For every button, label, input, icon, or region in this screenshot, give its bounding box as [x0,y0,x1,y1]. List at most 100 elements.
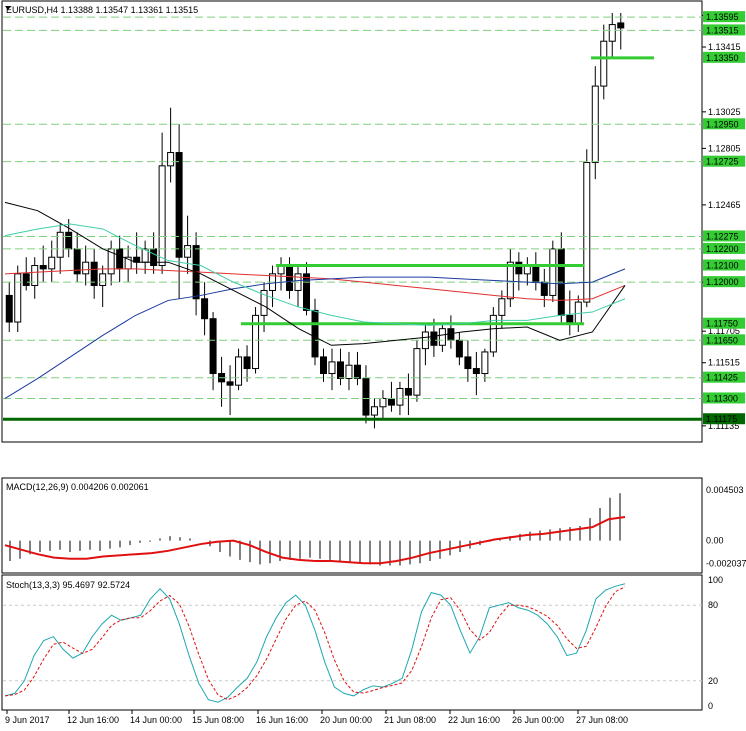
bearish-candle [226,381,234,386]
macd-panel-frame [1,477,703,574]
level-price-tag [703,413,745,425]
level-price-tag [703,118,745,130]
level-price-label: 1.12950 [706,119,739,129]
level-price-label: 1.12725 [706,157,739,167]
bullish-candle [413,348,421,396]
time-tick-label: 12 Jun 16:00 [67,715,119,725]
level-price-tag [703,317,745,329]
price-tick-label: 1.12805 [708,143,741,153]
bearish-candle [22,273,30,286]
macd-indicator-layer: 0.004503 0.00 -0.002037 [4,485,746,569]
macd-tick-label: 0.004503 [706,485,744,495]
level-price-label: 1.13350 [706,53,739,63]
bearish-candle [175,152,183,258]
bullish-candle [396,387,404,406]
stoch-panel-frame [1,574,703,711]
bullish-candle [235,356,243,386]
level-price-tag [703,276,745,288]
stoch-tick-label: 100 [708,575,723,585]
level-price-label: 1.12000 [706,277,739,287]
stoch-tick-label: 80 [708,600,718,610]
bullish-candle [56,231,64,258]
bullish-candle [583,162,591,303]
bearish-candle [65,231,73,250]
moving-average-blue [4,268,626,399]
stochastic-indicator-layer: 100 80 20 0 [3,575,723,711]
bearish-candle [39,265,47,270]
bullish-candle [379,397,387,408]
bearish-candle [472,368,480,375]
level-price-label: 1.12275 [706,231,739,241]
level-price-label: 1.12100 [706,261,739,271]
bearish-candle [336,361,344,380]
level-price-tag [703,11,745,23]
bullish-candle [328,361,336,375]
bearish-candle [540,281,548,296]
level-price-tag [703,155,745,167]
bullish-candle [167,152,175,167]
time-tick-label: 14 Jun 00:00 [130,715,182,725]
bearish-candle [532,265,540,283]
stoch-tick-label: 20 [708,676,718,686]
level-price-label: 1.11425 [706,373,738,383]
level-price-label: 1.11300 [706,393,738,403]
bullish-candle [345,364,353,380]
bullish-candle [489,314,497,353]
level-price-label: 1.12200 [706,244,739,254]
bearish-candle [303,273,311,311]
level-price-tag [703,242,745,254]
time-tick-label: 22 Jun 16:00 [448,715,500,725]
bearish-candle [116,248,124,270]
stoch-main-line [4,583,626,703]
price-tick-label: 1.13415 [708,42,741,52]
bearish-candle [464,356,472,370]
macd-tick-label: -0.002037 [706,559,746,569]
bearish-candle [5,294,13,323]
bearish-candle [286,265,294,291]
main-panel-header: EURUSD,H4 1.13388 1.13547 1.13361 1.1351… [6,5,198,15]
level-price-label: 1.11175 [706,414,737,424]
time-tick-label: 20 Jun 00:00 [320,715,372,725]
time-tick-label: 15 Jun 08:00 [192,715,244,725]
time-tick-label: 26 Jun 00:00 [512,715,564,725]
collapse-arrow-icon[interactable] [5,6,11,10]
macd-tick-label: 0.00 [706,536,724,546]
bearish-candle [209,318,217,375]
bearish-candle [353,364,361,380]
macd-signal-line [4,515,626,565]
price-tick-label: 1.11135 [708,421,739,431]
price-tick-label: 1.11515 [708,358,740,368]
bearish-candle [515,261,523,275]
moving-average-black [4,201,626,346]
time-tick-label: 27 Jun 08:00 [576,715,628,725]
macd-panel-header: MACD(12,26,9) 0.004206 0.002061 [6,482,149,492]
level-price-label: 1.13515 [706,25,739,35]
price-tick-label: 1.13025 [708,107,741,117]
bullish-candle [506,261,514,300]
stoch-tick-label: 0 [708,701,713,711]
main-panel-frame [1,0,703,443]
bearish-candle [404,387,412,396]
level-price-label: 1.11650 [706,335,738,345]
bearish-candle [387,397,395,406]
bullish-candle [14,273,22,323]
bullish-candle [481,351,489,375]
bearish-candle [455,339,463,358]
moving-average-cyan [4,223,626,326]
bullish-candle [82,261,90,275]
time-tick-label: 9 Jun 2017 [5,715,50,725]
time-tick-label: 21 Jun 08:00 [384,715,436,725]
bearish-candle [319,356,327,375]
level-price-tag [703,51,745,63]
bullish-candle [608,24,616,42]
level-price-label: 1.13595 [706,12,739,22]
bullish-candle [549,248,557,296]
time-axis-layer: 9 Jun 2017 12 Jun 16:00 14 Jun 00:00 15 Jun… [5,710,628,725]
bullish-candle [99,273,107,286]
bearish-candle [617,22,625,29]
moving-averages-layer [4,201,626,399]
stoch-panel-header: Stoch(13,3,3) 95.4697 92.5724 [6,580,130,590]
bullish-candle [252,314,260,370]
